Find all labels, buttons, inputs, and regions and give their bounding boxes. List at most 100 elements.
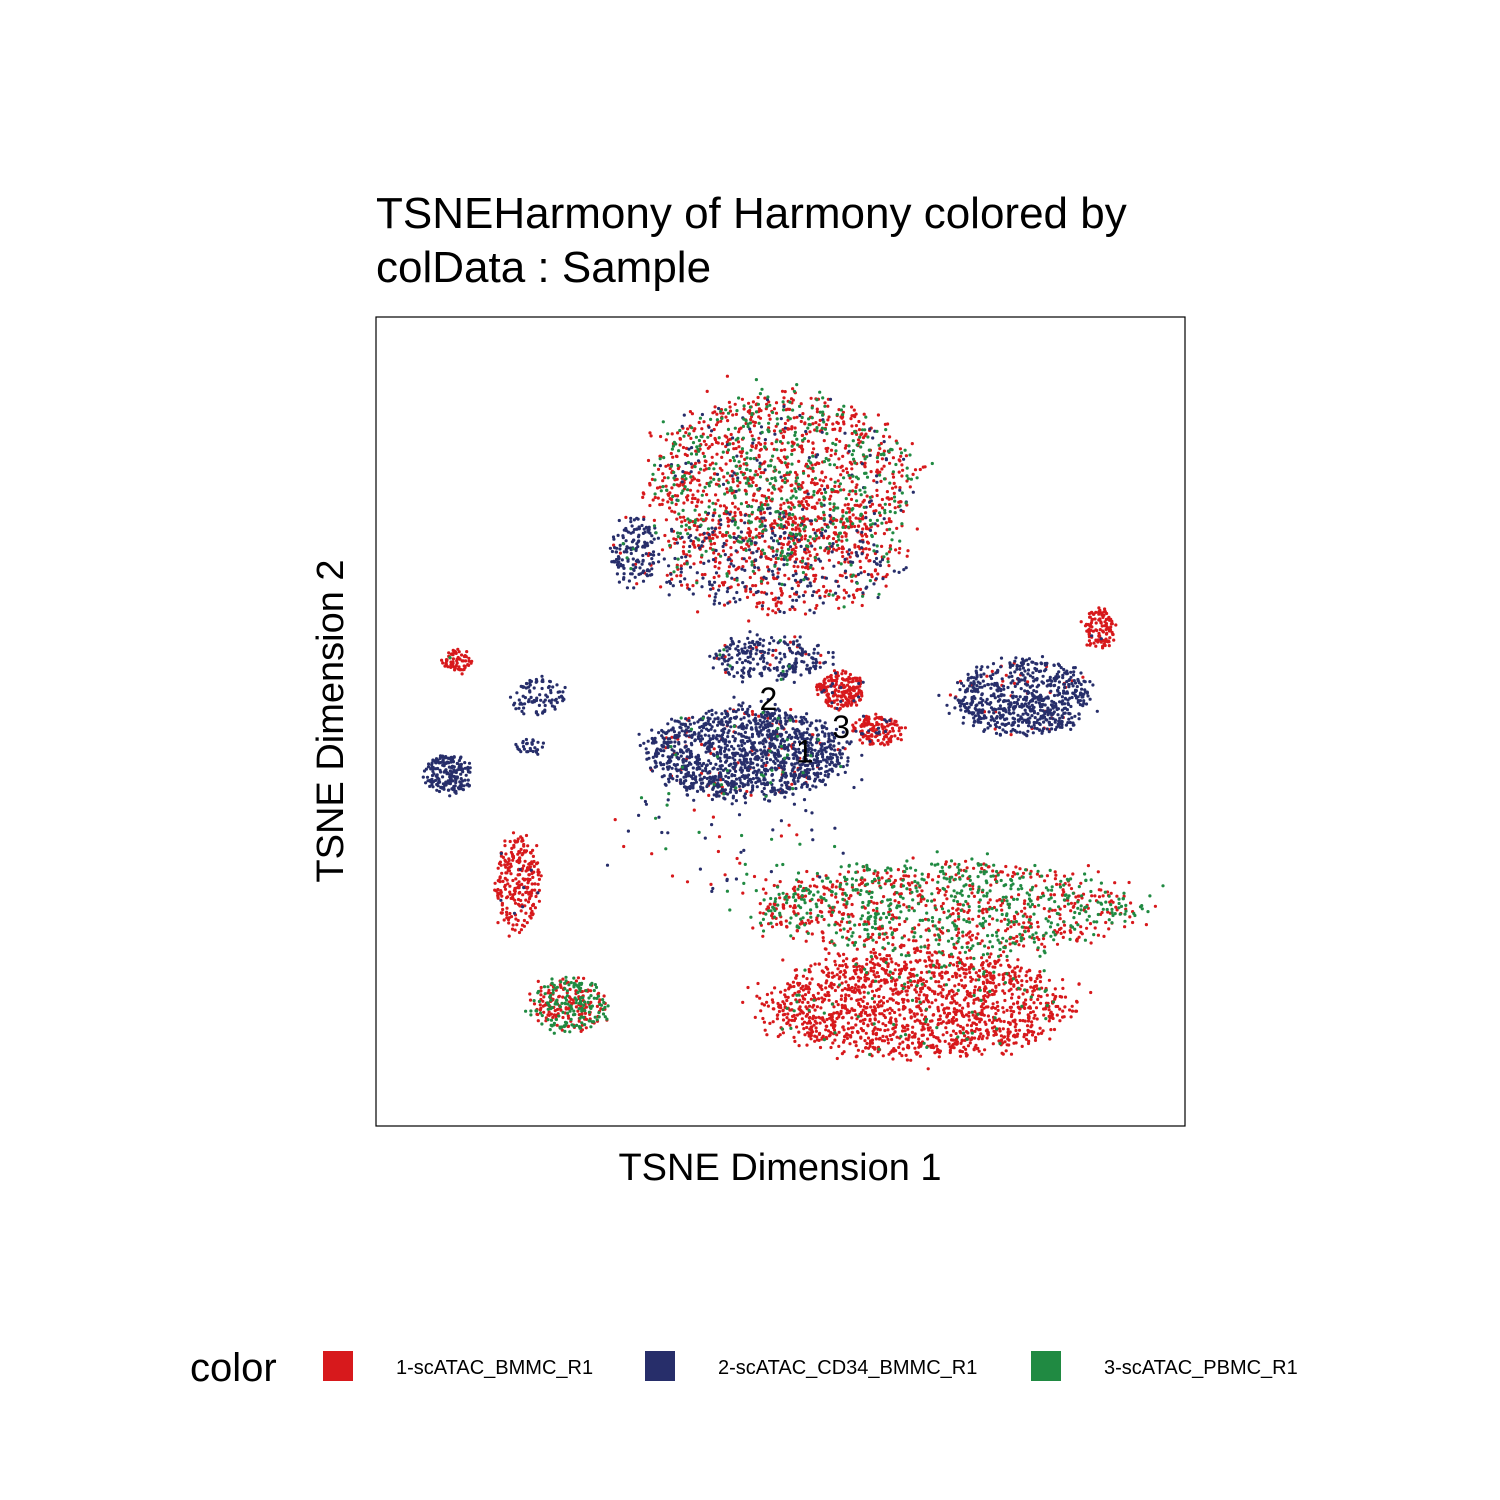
- point: [1070, 1009, 1075, 1013]
- point: [507, 934, 511, 938]
- point: [801, 984, 805, 989]
- point: [797, 595, 801, 599]
- point: [879, 742, 883, 746]
- point: [1027, 1006, 1031, 1010]
- point: [898, 486, 902, 490]
- point: [779, 475, 783, 479]
- point: [1014, 1028, 1018, 1033]
- point: [503, 876, 507, 881]
- point: [968, 883, 972, 888]
- point: [897, 1045, 901, 1049]
- point: [496, 896, 500, 900]
- point: [846, 1027, 851, 1031]
- point: [980, 939, 984, 943]
- point: [703, 572, 707, 577]
- point: [1070, 1004, 1074, 1008]
- point: [908, 485, 912, 489]
- point: [790, 427, 794, 431]
- point: [821, 936, 825, 940]
- point: [807, 990, 811, 995]
- point: [613, 546, 617, 550]
- point: [956, 1023, 960, 1027]
- point: [665, 580, 669, 584]
- point: [886, 742, 890, 746]
- point: [703, 464, 707, 468]
- point: [859, 1035, 863, 1039]
- point: [1086, 864, 1090, 868]
- point: [832, 547, 836, 551]
- point: [499, 889, 503, 893]
- point: [865, 553, 870, 557]
- point: [877, 980, 881, 984]
- point: [772, 576, 776, 580]
- point: [883, 1009, 887, 1013]
- point: [914, 1050, 918, 1054]
- point: [711, 514, 715, 518]
- point: [972, 866, 976, 870]
- point: [1077, 935, 1081, 939]
- point: [898, 1042, 902, 1046]
- point: [678, 436, 682, 441]
- point: [825, 1024, 829, 1028]
- point: [904, 454, 909, 458]
- point: [809, 911, 813, 915]
- point: [835, 879, 839, 883]
- point: [680, 424, 684, 428]
- point: [820, 1016, 825, 1020]
- point: [910, 930, 914, 934]
- point: [892, 491, 896, 495]
- point: [868, 1013, 872, 1017]
- point: [722, 541, 726, 546]
- point: [877, 935, 881, 940]
- point: [876, 572, 880, 576]
- point: [893, 878, 898, 883]
- point: [778, 609, 782, 614]
- point: [632, 586, 636, 590]
- point: [796, 584, 801, 588]
- point: [1098, 628, 1102, 632]
- point: [1008, 942, 1012, 946]
- point: [787, 823, 791, 827]
- point: [980, 963, 984, 967]
- point: [758, 996, 762, 1000]
- point: [501, 907, 505, 912]
- point: [902, 998, 906, 1002]
- point: [850, 989, 854, 994]
- point: [467, 656, 471, 661]
- point: [651, 561, 655, 565]
- point: [810, 495, 814, 499]
- point: [739, 530, 744, 534]
- point: [511, 831, 516, 835]
- point: [602, 994, 606, 998]
- point: [1098, 617, 1102, 621]
- point: [441, 661, 445, 665]
- point: [860, 546, 864, 550]
- point: [824, 947, 828, 951]
- point: [1029, 976, 1033, 980]
- point: [840, 672, 844, 676]
- point: [682, 515, 686, 519]
- point: [661, 498, 665, 502]
- point: [954, 1001, 958, 1006]
- point: [958, 1049, 962, 1053]
- point: [863, 1017, 867, 1022]
- point: [840, 1052, 845, 1056]
- point: [708, 445, 712, 449]
- point: [704, 443, 708, 447]
- point: [526, 844, 530, 848]
- point: [834, 1000, 839, 1004]
- point: [878, 470, 882, 474]
- point: [874, 975, 878, 979]
- point: [810, 451, 815, 455]
- point: [751, 420, 755, 424]
- point: [843, 431, 847, 435]
- point: [704, 517, 708, 521]
- point: [1012, 936, 1016, 940]
- point: [755, 549, 759, 553]
- point: [1027, 1039, 1031, 1043]
- point: [897, 922, 902, 927]
- point: [778, 896, 782, 900]
- point: [882, 937, 886, 941]
- point: [1014, 865, 1018, 869]
- point: [756, 395, 760, 400]
